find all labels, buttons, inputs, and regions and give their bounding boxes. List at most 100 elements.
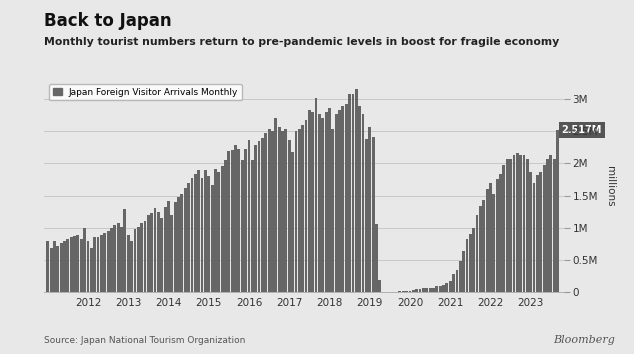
Bar: [482, 200, 485, 292]
Bar: [338, 110, 341, 292]
Bar: [264, 133, 267, 292]
Bar: [553, 159, 555, 292]
Bar: [80, 239, 82, 292]
Bar: [402, 291, 404, 292]
Bar: [543, 165, 546, 292]
Bar: [53, 241, 56, 292]
Bar: [107, 231, 110, 292]
Bar: [328, 108, 331, 292]
Text: Back to Japan: Back to Japan: [44, 12, 172, 30]
Bar: [285, 129, 287, 292]
Bar: [469, 234, 472, 292]
Bar: [113, 225, 116, 292]
Bar: [348, 94, 351, 292]
Bar: [73, 236, 76, 292]
Bar: [462, 251, 465, 292]
Bar: [171, 216, 173, 292]
Text: 2.517M: 2.517M: [562, 125, 602, 135]
Bar: [365, 139, 368, 292]
Bar: [281, 131, 284, 292]
Bar: [244, 149, 247, 292]
Bar: [291, 152, 294, 292]
Bar: [446, 283, 448, 292]
Bar: [425, 289, 428, 292]
Bar: [127, 235, 130, 292]
Bar: [150, 213, 153, 292]
Bar: [143, 221, 146, 292]
Bar: [301, 125, 304, 292]
Bar: [321, 118, 324, 292]
Bar: [412, 290, 415, 292]
Bar: [325, 112, 328, 292]
Bar: [164, 207, 167, 292]
Bar: [422, 289, 425, 292]
Bar: [46, 241, 49, 292]
Bar: [335, 114, 338, 292]
Bar: [130, 241, 133, 292]
Bar: [231, 150, 234, 292]
Bar: [153, 209, 157, 292]
Bar: [184, 188, 186, 292]
Bar: [167, 201, 170, 292]
Bar: [405, 291, 408, 292]
Text: Monthly tourist numbers return to pre-pandemic levels in boost for fragile econo: Monthly tourist numbers return to pre-pa…: [44, 37, 560, 47]
Bar: [439, 286, 442, 292]
Bar: [486, 189, 489, 292]
Bar: [375, 224, 378, 292]
Bar: [83, 228, 86, 292]
Bar: [251, 160, 254, 292]
Bar: [476, 215, 479, 292]
Bar: [257, 142, 261, 292]
Bar: [124, 209, 126, 292]
Bar: [459, 261, 462, 292]
Bar: [512, 155, 515, 292]
Bar: [496, 179, 498, 292]
Bar: [67, 239, 69, 292]
Bar: [110, 228, 113, 292]
Bar: [442, 285, 445, 292]
Text: Bloomberg: Bloomberg: [553, 335, 615, 345]
Bar: [197, 170, 200, 292]
Bar: [241, 160, 243, 292]
Bar: [134, 229, 136, 292]
Bar: [204, 170, 207, 292]
Bar: [140, 223, 143, 292]
Bar: [546, 159, 549, 292]
Bar: [214, 169, 217, 292]
Bar: [449, 281, 451, 292]
Bar: [49, 248, 53, 292]
Bar: [63, 241, 66, 292]
Bar: [536, 175, 539, 292]
Bar: [157, 212, 160, 292]
Bar: [522, 155, 526, 292]
Bar: [342, 106, 344, 292]
Bar: [493, 194, 495, 292]
Bar: [361, 114, 365, 292]
Bar: [472, 228, 475, 292]
Bar: [288, 139, 290, 292]
Bar: [503, 165, 505, 292]
Bar: [415, 289, 418, 292]
Bar: [399, 291, 401, 292]
Bar: [100, 235, 103, 292]
Bar: [408, 291, 411, 292]
Bar: [90, 248, 93, 292]
Bar: [332, 129, 334, 292]
Bar: [550, 155, 552, 292]
Bar: [432, 288, 435, 292]
Y-axis label: millions: millions: [605, 166, 615, 206]
Bar: [318, 114, 321, 292]
Bar: [533, 183, 536, 292]
Bar: [372, 137, 375, 292]
Bar: [465, 239, 469, 292]
Bar: [452, 274, 455, 292]
Bar: [77, 235, 79, 292]
Bar: [228, 151, 230, 292]
Bar: [418, 289, 422, 292]
Bar: [147, 216, 150, 292]
Bar: [87, 241, 89, 292]
Bar: [217, 172, 220, 292]
Bar: [436, 286, 438, 292]
Bar: [93, 237, 96, 292]
Bar: [234, 145, 237, 292]
